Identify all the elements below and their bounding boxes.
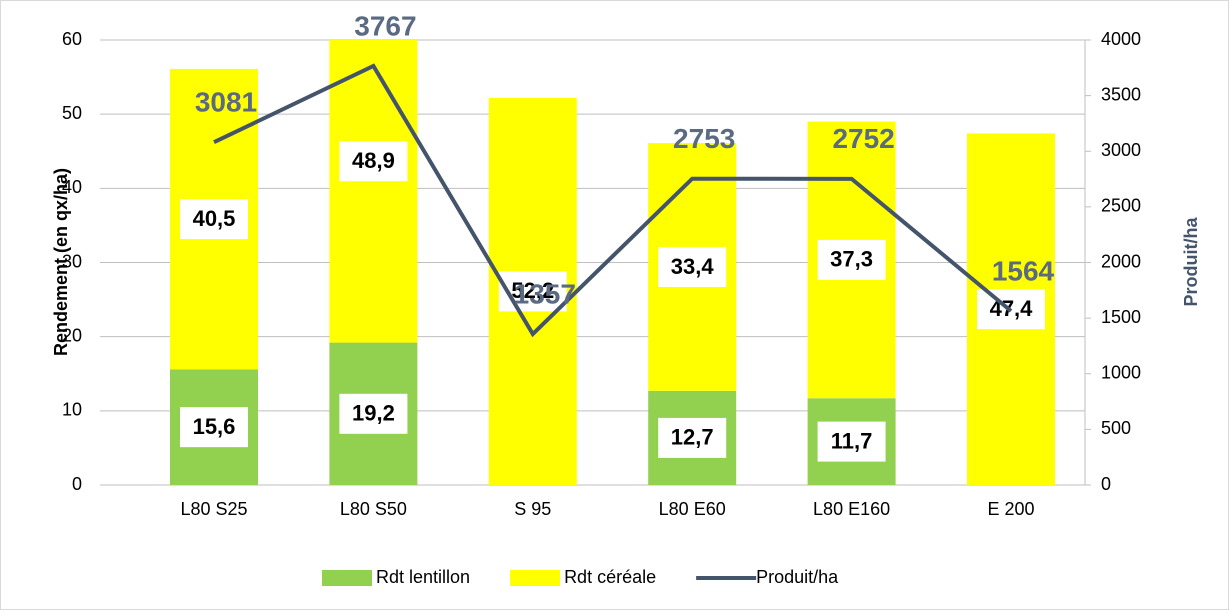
line-label: 3767 — [354, 10, 416, 41]
legend-label: Produit/ha — [756, 567, 839, 587]
line-label: 3081 — [195, 87, 257, 118]
data-label-box — [339, 141, 408, 182]
data-label: 11,7 — [831, 428, 873, 453]
data-label: 15,6 — [193, 414, 236, 439]
y-axis-title: Rendement (en qx/ha) — [51, 168, 71, 356]
line — [213, 63, 1013, 338]
x-tick-label: L80 S25 — [180, 499, 247, 519]
data-label: 33,4 — [671, 254, 715, 279]
y2-tick-label: 4000 — [1101, 29, 1141, 49]
line-label: 2752 — [832, 123, 894, 154]
y2-tick-label: 1500 — [1101, 307, 1141, 327]
data-label-box — [498, 271, 567, 312]
y2-tick-label: 1000 — [1101, 363, 1141, 383]
data-label: 19,2 — [352, 401, 395, 426]
y-tick-label: 0 — [72, 474, 82, 494]
data-label: 48,9 — [352, 148, 395, 173]
y-tick-label: 10 — [62, 400, 82, 420]
y2-tick-label: 3000 — [1101, 140, 1141, 160]
y2-tick-label: 3500 — [1101, 84, 1141, 104]
data-label-box — [180, 407, 248, 448]
y2-tick-label: 2000 — [1101, 251, 1141, 271]
y2-axis-title: Produit/ha — [1181, 217, 1201, 307]
y-tick-label: 30 — [62, 251, 82, 271]
y-tick-label: 40 — [62, 177, 82, 197]
x-tick-label: S 95 — [514, 499, 551, 519]
x-tick-label: L80 S50 — [340, 499, 407, 519]
x-tick-label: L80 E60 — [659, 499, 726, 519]
y-tick-label: 60 — [62, 29, 82, 49]
data-label-box — [817, 239, 886, 280]
y2-tick-label: 2500 — [1101, 196, 1141, 216]
legend-swatch — [322, 570, 372, 586]
data-label: 12,7 — [671, 425, 714, 450]
data-label-box — [339, 393, 408, 434]
line-label: 1357 — [514, 278, 576, 309]
grid — [100, 39, 1091, 486]
data-label-box — [180, 199, 248, 240]
overlay: 0 10 20 30 40 50 60 0 500 1000 1500 2000 2500 3000 350… — [62, 10, 1141, 586]
legend-swatch — [510, 570, 561, 586]
data-label-box — [658, 417, 727, 458]
data-label: 40,5 — [193, 206, 236, 231]
legend-label: Rdt céréale — [564, 567, 656, 587]
x-tick-label: L80 E160 — [813, 499, 890, 519]
data-label: 52,2 — [511, 278, 554, 303]
line-label: 2753 — [673, 123, 735, 154]
x-tick-label: E 200 — [987, 499, 1034, 519]
y-tick-label: 50 — [62, 103, 82, 123]
data-label: 37,3 — [830, 247, 873, 272]
line-label: 1564 — [992, 255, 1055, 286]
data-label-box — [658, 246, 727, 287]
data-label-box — [817, 421, 886, 462]
legend-label: Rdt lentillon — [376, 567, 470, 587]
bar-segment — [329, 40, 418, 343]
y-tick-label: 20 — [62, 325, 82, 345]
y2-tick-label: 500 — [1101, 418, 1131, 438]
y2-tick-label: 0 — [1101, 474, 1111, 494]
